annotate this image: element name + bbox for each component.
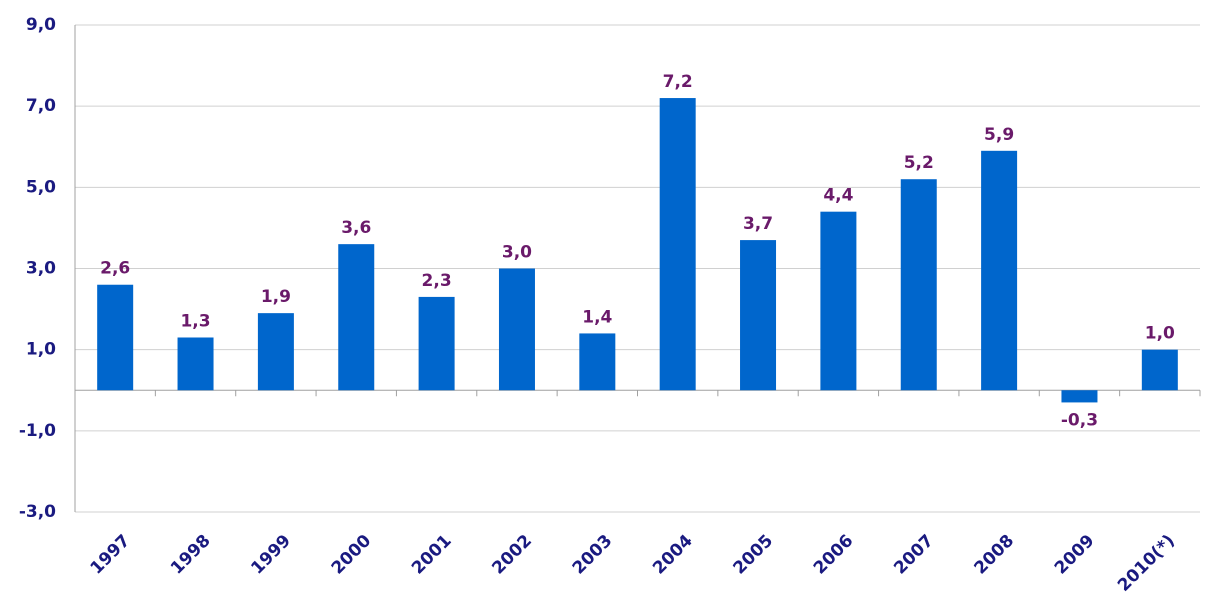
- bar: [1141, 349, 1178, 391]
- bar: [97, 284, 134, 391]
- x-tick-label: 2003: [569, 531, 617, 579]
- bar: [498, 268, 535, 391]
- x-tick-label: 2010(*): [1114, 531, 1179, 596]
- x-tick-label: 2007: [890, 531, 938, 579]
- value-label: 5,9: [984, 125, 1014, 145]
- x-tick-label: 2008: [971, 531, 1019, 579]
- y-tick-label: -1,0: [19, 421, 56, 441]
- value-label: 7,2: [663, 72, 693, 92]
- bar: [418, 296, 455, 391]
- bar: [1061, 390, 1098, 403]
- bar: [257, 313, 294, 391]
- value-label: 3,7: [743, 214, 773, 234]
- x-tick-label: 2005: [729, 531, 777, 579]
- y-tick-label: 9,0: [26, 15, 56, 35]
- bar: [900, 179, 937, 391]
- value-label: 5,2: [904, 153, 934, 173]
- x-tick-label: 1999: [247, 531, 295, 579]
- bar: [338, 244, 375, 391]
- y-tick-label: 5,0: [26, 177, 56, 197]
- value-label: 1,0: [1145, 324, 1175, 344]
- x-tick-label: 2004: [649, 531, 697, 579]
- x-tick-label: 2006: [810, 531, 858, 579]
- bar: [820, 211, 857, 391]
- value-label: 3,0: [502, 243, 532, 263]
- y-tick-label: -3,0: [19, 502, 56, 522]
- value-label: 1,4: [582, 307, 612, 327]
- x-tick-label: 2009: [1051, 531, 1099, 579]
- bar: [659, 98, 696, 391]
- value-label: 3,6: [341, 218, 371, 238]
- value-label: 2,3: [422, 271, 452, 291]
- bar: [981, 150, 1018, 391]
- x-tick-label: 1998: [167, 531, 215, 579]
- value-label: 4,4: [823, 186, 853, 206]
- x-tick-label: 2001: [408, 531, 456, 579]
- y-tick-label: 3,0: [26, 259, 56, 279]
- bar: [740, 240, 777, 391]
- value-label: 1,3: [180, 311, 210, 331]
- bar: [177, 337, 214, 391]
- x-tick-label: 2002: [488, 531, 536, 579]
- y-tick-label: 7,0: [26, 96, 56, 116]
- bar: [579, 333, 616, 391]
- value-label: -0,3: [1061, 410, 1098, 430]
- value-label: 2,6: [100, 259, 130, 279]
- x-tick-label: 1997: [87, 531, 135, 579]
- x-tick-label: 2000: [328, 531, 376, 579]
- y-tick-label: 1,0: [26, 340, 56, 360]
- value-label: 1,9: [261, 287, 291, 307]
